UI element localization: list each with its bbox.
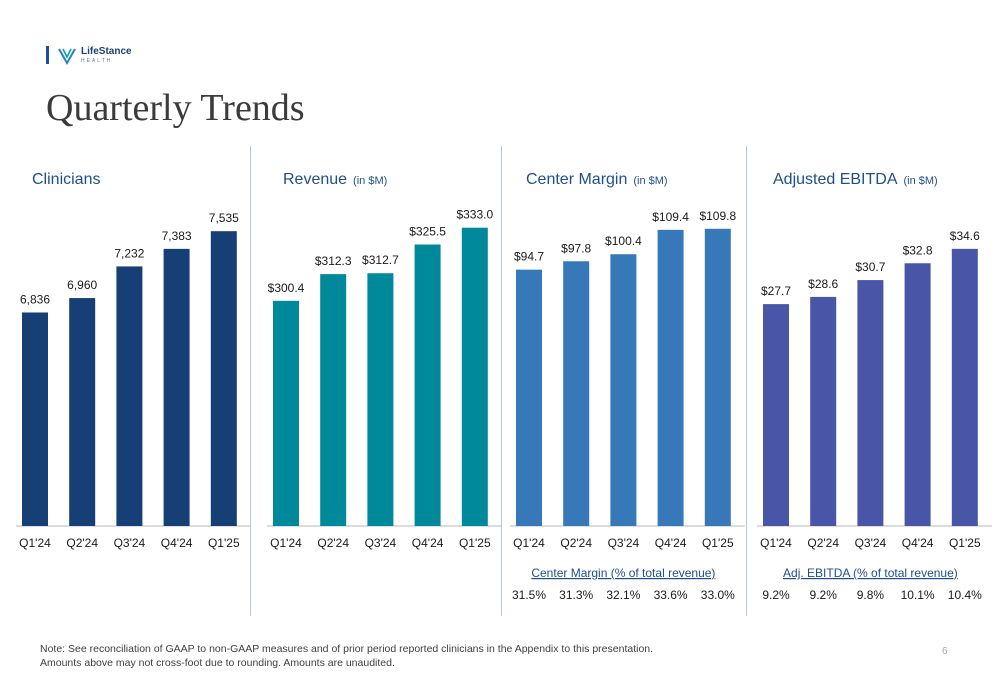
ratio-value: 31.5%: [512, 588, 546, 602]
bar: [657, 229, 684, 526]
x-tick-label: Q3'24: [608, 536, 640, 550]
panel-divider: [250, 146, 251, 616]
bar: [461, 227, 488, 526]
ratio-value: 32.1%: [606, 588, 640, 602]
data-label: 6,836: [20, 292, 50, 306]
x-tick-label: Q4'24: [902, 536, 934, 550]
chart-unit: (in $M): [353, 175, 387, 187]
footnote: Note: See reconciliation of GAAP to non-…: [40, 643, 654, 670]
x-tick-label: Q4'24: [161, 536, 193, 550]
chart-title-text: Center Margin: [526, 171, 627, 188]
bar: [951, 248, 978, 527]
bar: [116, 266, 143, 526]
bar: [414, 244, 441, 526]
ratio-value: 31.3%: [559, 588, 593, 602]
bar: [516, 269, 542, 526]
bar: [904, 263, 931, 526]
chart-title-text: Revenue: [283, 171, 347, 188]
x-tick-label: Q3'24: [365, 536, 397, 550]
chart-title: Revenue (in $M): [283, 171, 387, 188]
bar: [810, 296, 837, 526]
ratio-value: 10.4%: [948, 588, 982, 602]
bar: [210, 231, 237, 526]
ratio-value: 9.2%: [810, 588, 838, 602]
data-label: $30.7: [855, 260, 885, 274]
logo-name: LifeStance: [81, 45, 132, 57]
x-tick-label: Q3'24: [855, 536, 887, 550]
x-tick-label: Q4'24: [412, 536, 444, 550]
x-tick-label: Q1'25: [459, 536, 491, 550]
data-label: $325.5: [409, 225, 446, 239]
x-tick-label: Q1'24: [760, 536, 792, 550]
bar: [367, 273, 394, 526]
x-tick-label: Q1'25: [208, 536, 240, 550]
page-number: 6: [942, 646, 948, 657]
bar: [163, 248, 190, 527]
x-tick-label: Q2'24: [66, 536, 98, 550]
bar: [763, 304, 789, 526]
ratio-title: Adj. EBITDA (% of total revenue): [783, 566, 958, 580]
chart-title: Adjusted EBITDA (in $M): [773, 171, 938, 188]
panel-divider: [746, 146, 747, 616]
ratio-value: 10.1%: [901, 588, 935, 602]
data-label: 7,383: [162, 229, 192, 243]
data-label: 7,232: [114, 246, 144, 260]
data-label: $94.7: [514, 250, 544, 264]
data-label: 7,535: [209, 211, 239, 225]
chart-unit: (in $M): [633, 175, 667, 187]
data-label: $333.0: [456, 208, 493, 222]
bar: [563, 261, 590, 526]
data-label: $109.8: [699, 209, 736, 223]
ratio-value: 9.8%: [857, 588, 885, 602]
x-tick-label: Q1'24: [270, 536, 302, 550]
logo-subtitle: HEALTH: [81, 57, 113, 64]
chart-title-text: Clinicians: [32, 171, 100, 188]
data-label: $312.7: [362, 253, 399, 267]
ratio-value: 9.2%: [762, 588, 790, 602]
x-tick-label: Q1'25: [949, 536, 981, 550]
bar: [22, 312, 48, 526]
data-label: $27.7: [761, 284, 791, 298]
x-tick-label: Q1'24: [513, 536, 545, 550]
lifestance-leaf-icon: [58, 48, 76, 65]
page-title: Quarterly Trends: [46, 87, 305, 129]
bar: [857, 280, 884, 526]
x-tick-label: Q2'24: [807, 536, 839, 550]
data-label: 6,960: [67, 278, 97, 292]
ratio-value: 33.0%: [701, 588, 735, 602]
data-label: $34.6: [950, 229, 980, 243]
company-logo: LifeStance HEALTH: [46, 44, 132, 66]
x-tick-label: Q2'24: [560, 536, 592, 550]
data-label: $300.4: [268, 281, 305, 295]
chart-title: Clinicians: [32, 171, 100, 188]
bar: [273, 300, 299, 526]
panel-divider: [501, 146, 502, 616]
ratio-title: Center Margin (% of total revenue): [531, 566, 715, 580]
data-label: $32.8: [903, 243, 933, 257]
x-tick-label: Q2'24: [317, 536, 349, 550]
logo-accent-bar: [46, 46, 49, 64]
data-label: $28.6: [808, 277, 838, 291]
chart-title-text: Adjusted EBITDA: [773, 171, 898, 188]
bar: [320, 274, 347, 526]
x-tick-label: Q3'24: [114, 536, 146, 550]
x-tick-label: Q4'24: [655, 536, 687, 550]
data-label: $100.4: [605, 234, 642, 248]
bar: [704, 228, 731, 526]
chart-unit: (in $M): [904, 175, 938, 187]
chart-title: Center Margin (in $M): [526, 171, 668, 188]
ratio-value: 33.6%: [654, 588, 688, 602]
data-label: $312.3: [315, 254, 352, 268]
x-tick-label: Q1'24: [19, 536, 51, 550]
bar: [69, 298, 96, 526]
x-tick-label: Q1'25: [702, 536, 734, 550]
bar: [610, 254, 637, 526]
data-label: $97.8: [561, 241, 591, 255]
data-label: $109.4: [652, 210, 689, 224]
